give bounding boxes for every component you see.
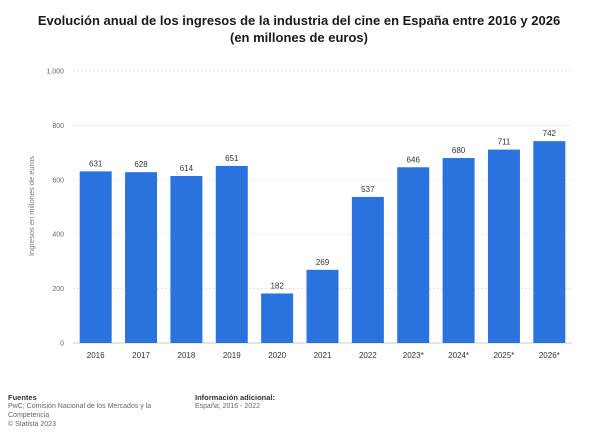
- bars: [79, 141, 566, 343]
- sources-line-1: PwC; Comisión Nacional de los Mercados y…: [8, 403, 152, 410]
- x-tick-label: 2022: [359, 351, 377, 360]
- bar[interactable]: [487, 149, 520, 343]
- bar-value-label: 537: [361, 185, 375, 194]
- bar[interactable]: [442, 158, 475, 343]
- bar[interactable]: [397, 167, 430, 343]
- x-tick-label: 2024*: [448, 351, 469, 360]
- bar-value-label: 646: [407, 155, 421, 164]
- chart-title: Evolución anual de los ingresos de la in…: [0, 12, 598, 46]
- x-tick-label: 2026*: [539, 351, 560, 360]
- y-tick-label: 0: [60, 341, 64, 348]
- bar-value-label: 614: [180, 164, 194, 173]
- footer-info: Información adicional: España; 2016 - 20…: [195, 393, 395, 411]
- info-heading: Información adicional:: [195, 393, 276, 402]
- y-tick-label: 1.000: [46, 69, 64, 76]
- bar-value-label: 680: [452, 146, 466, 155]
- y-tick-label: 200: [52, 286, 64, 293]
- x-tick-label: 2025*: [493, 351, 514, 360]
- data-labels: 631 628 614 651 182 269 537 646 680 711 742: [89, 129, 557, 290]
- x-axis-ticks: 2016 2017 2018 2019 2020 2021 2022 2023* 2024* 20…: [87, 351, 560, 360]
- bar[interactable]: [215, 165, 248, 343]
- bar[interactable]: [79, 171, 112, 343]
- footer-sources: Fuentes PwC; Comisión Nacional de los Me…: [8, 393, 188, 429]
- bar[interactable]: [261, 293, 294, 343]
- bar[interactable]: [170, 175, 203, 343]
- sources-line-2: Competencia: [8, 412, 50, 419]
- copyright: © Statista 2023: [8, 421, 56, 428]
- y-axis-ticks: 0 200 400 600 800 1.000: [46, 69, 64, 348]
- bar-value-label: 711: [498, 138, 511, 147]
- x-tick-label: 2021: [314, 351, 332, 360]
- x-tick-label: 2023*: [403, 351, 424, 360]
- info-text: España; 2016 - 2022: [195, 403, 260, 410]
- bar-value-label: 628: [134, 160, 148, 169]
- chart-title-line-1: Evolución anual de los ingresos de la in…: [37, 13, 561, 28]
- sources-heading: Fuentes: [8, 393, 37, 402]
- y-axis-label: Ingresos en millones de euros: [27, 156, 36, 256]
- x-tick-label: 2016: [87, 351, 105, 360]
- bar-value-label: 182: [270, 281, 284, 290]
- y-tick-label: 600: [52, 177, 64, 184]
- bar-value-label: 269: [316, 258, 330, 267]
- bar-chart: 0 200 400 600 800 1.000 631 628 614 651 182 269 537…: [27, 69, 572, 360]
- bar-value-label: 742: [543, 129, 557, 138]
- bar-value-label: 631: [89, 159, 103, 168]
- x-tick-label: 2019: [223, 351, 241, 360]
- bar[interactable]: [351, 196, 384, 343]
- y-tick-label: 400: [52, 232, 64, 239]
- bar-value-label: 651: [225, 154, 239, 163]
- x-tick-label: 2018: [178, 351, 196, 360]
- x-tick-label: 2017: [132, 351, 150, 360]
- y-tick-label: 800: [52, 123, 64, 130]
- chart-title-line-2: (en millones de euros): [230, 30, 368, 45]
- bar[interactable]: [125, 172, 158, 343]
- x-tick-label: 2020: [268, 351, 286, 360]
- bar[interactable]: [533, 141, 566, 343]
- bar[interactable]: [306, 269, 339, 343]
